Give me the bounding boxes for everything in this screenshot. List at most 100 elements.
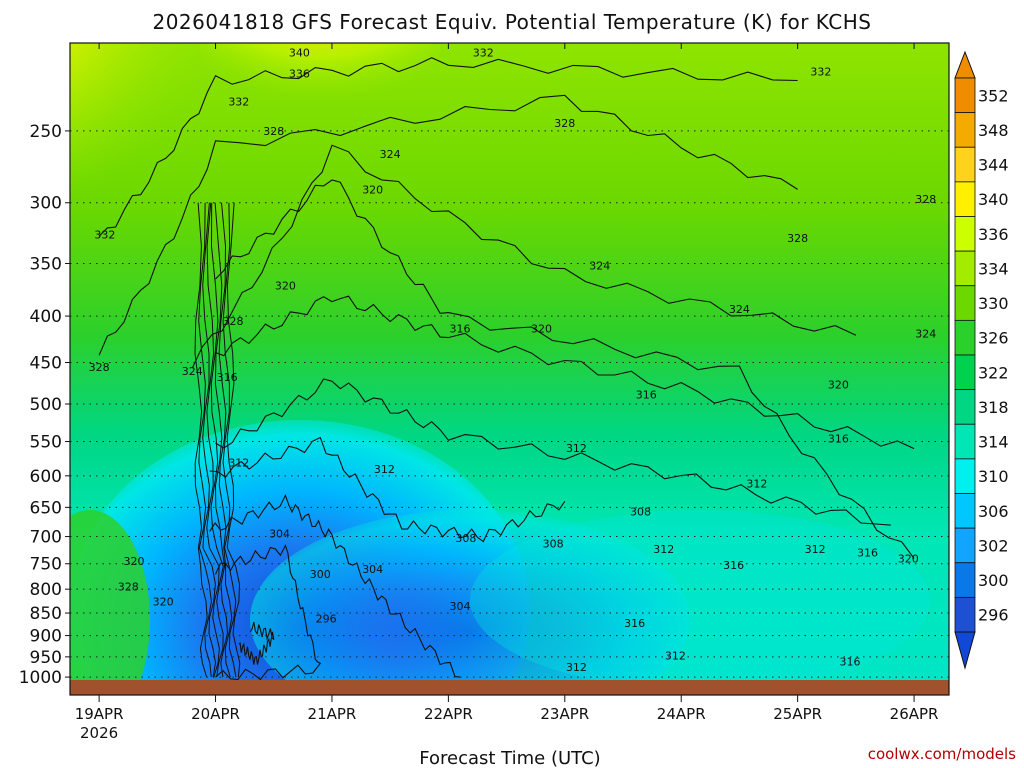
y-axis: 250 300 350 400 450 500 550 600 650 700 750 800 850 9… (19, 122, 70, 688)
colorbar-label: 318 (978, 398, 1009, 417)
ground-strip (70, 680, 949, 695)
colorbar-label: 344 (978, 156, 1009, 175)
contour-label-320: 320 (275, 279, 296, 292)
contour-label-320: 320 (531, 323, 552, 336)
x-tick-label: 23APR (540, 705, 589, 723)
contour-label-312: 312 (746, 478, 767, 491)
frontal-contour (222, 202, 237, 678)
contour-label-312: 312 (374, 463, 395, 476)
colorbar-swatch (954, 354, 976, 391)
colorbar-label: 302 (978, 536, 1009, 555)
x-tick-label: 22APR (424, 705, 473, 723)
contour-label-328: 328 (222, 315, 243, 328)
contour-label-312: 312 (665, 650, 686, 663)
contour-312-k (215, 378, 891, 526)
contour-label-324: 324 (182, 365, 203, 378)
contour-label-312: 312 (566, 442, 587, 455)
contour-label-316: 316 (723, 559, 744, 572)
contour-label-312: 312 (805, 543, 826, 556)
contour-label-332: 332 (810, 65, 831, 78)
y-tick-label: 900 (30, 627, 62, 647)
y-tick-label: 550 (30, 433, 62, 453)
field-cool-right (470, 510, 930, 690)
x-tick-label: 26APR (890, 705, 939, 723)
frontal-contour (214, 202, 229, 678)
contour-label-308: 308 (630, 506, 651, 519)
contour-label-340: 340 (289, 47, 310, 60)
colorbar-swatch (954, 285, 976, 321)
contour-332-k (98, 57, 798, 237)
colorbar-label: 326 (978, 329, 1009, 348)
x-axis-label: Forecast Time (UTC) (419, 748, 600, 768)
y-tick-label: 750 (30, 555, 62, 575)
colorbar-swatch (954, 527, 976, 564)
y-tick-label: 400 (30, 307, 62, 327)
contour-label-324: 324 (729, 303, 750, 316)
contour-label-324: 324 (380, 148, 401, 161)
contour-label-316: 316 (450, 323, 471, 336)
colorbar-swatch (954, 112, 976, 148)
x-tick-label: 20APR (191, 705, 240, 723)
y-tick-label: 700 (30, 528, 62, 548)
colorbar-swatch (954, 250, 976, 287)
contour-label-328: 328 (787, 232, 808, 245)
contour-316-k (215, 295, 915, 450)
contour-label-328: 328 (554, 117, 575, 130)
contour-320-k (215, 179, 915, 559)
colorbar-swatch (954, 562, 976, 598)
field-moist-left (70, 510, 150, 695)
contour-label-328: 328 (89, 361, 110, 374)
contour-label-300: 300 (310, 568, 331, 581)
colorbar-label: 306 (978, 502, 1009, 521)
contour-label-320: 320 (153, 595, 174, 608)
contour-label-328: 328 (118, 581, 139, 594)
x-tick-label: 24APR (657, 705, 706, 723)
contour-label-332: 332 (94, 228, 115, 241)
colorbar-label: 300 (978, 571, 1009, 590)
contour-label-312: 312 (566, 661, 587, 674)
contour-label-324: 324 (915, 327, 936, 340)
contour-328-k (98, 94, 798, 356)
y-tick-label: 600 (30, 467, 62, 487)
colorbar-swatch (954, 319, 976, 356)
contour-label-320: 320 (828, 379, 849, 392)
contour-label-308: 308 (455, 532, 476, 545)
contour-label-316: 316 (840, 655, 861, 668)
contour-308-k (209, 436, 566, 543)
y-tick-label: 350 (30, 254, 62, 274)
y-tick-label: 500 (30, 395, 62, 415)
contour-label-304: 304 (450, 600, 471, 613)
frontal-contour (198, 202, 212, 678)
plot-frame (69, 42, 950, 696)
colorbar-swatch (954, 146, 976, 183)
colorbar-label: 296 (978, 606, 1009, 625)
contour-label-316: 316 (217, 371, 238, 384)
colorbar-swatch (954, 423, 976, 460)
contour-label-324: 324 (589, 260, 610, 273)
colorbar-label: 340 (978, 190, 1009, 209)
frontal-contour (210, 202, 224, 678)
colorbar-swatch (954, 389, 976, 425)
field-cold-extension (250, 510, 690, 695)
contour-304-k (209, 493, 461, 678)
contour-label-316: 316 (828, 433, 849, 446)
contour-label-296: 296 (316, 613, 337, 626)
contour-label-312: 312 (228, 456, 249, 469)
contour-label-312: 312 (653, 543, 674, 556)
x-axis: 19APR 20APR 21APR 22APR 23APR 24APR 25APR 26APR… (75, 43, 939, 742)
frontal-contour (206, 202, 220, 678)
field-warm-top (200, 43, 440, 140)
colorbar-label: 334 (978, 259, 1009, 278)
colorbar-swatch (954, 216, 976, 252)
colorbar-label: 310 (978, 467, 1009, 486)
field-warm-upper-left (70, 43, 260, 250)
contour-300-k (214, 544, 322, 681)
colorbar-swatch (954, 493, 976, 529)
colorbar-label: 330 (978, 294, 1009, 313)
contour-label-316: 316 (636, 388, 657, 401)
contour-label-304: 304 (269, 528, 290, 541)
y-tick-label: 300 (30, 194, 62, 214)
contour-324-k (191, 144, 857, 369)
contour-label-332: 332 (473, 47, 494, 60)
